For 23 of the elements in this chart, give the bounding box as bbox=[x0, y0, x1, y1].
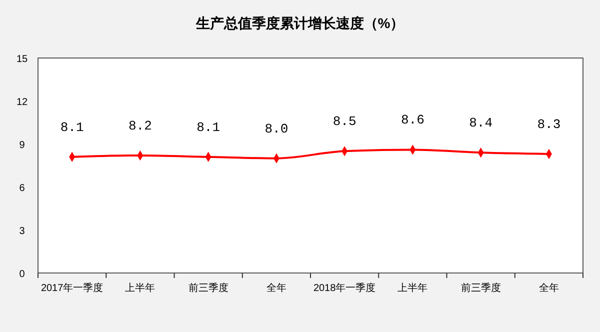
data-label: 8.5 bbox=[332, 114, 356, 130]
data-label: 8.6 bbox=[400, 112, 424, 128]
x-tick-label: 上半年 bbox=[398, 282, 428, 294]
chart-title: 生产总值季度累计增长速度（%） bbox=[194, 15, 404, 31]
data-label: 8.4 bbox=[469, 116, 493, 131]
data-label: 8.0 bbox=[264, 121, 288, 136]
data-label: 8.3 bbox=[537, 117, 561, 132]
y-tick-label: 12 bbox=[16, 97, 28, 108]
data-label: 8.1 bbox=[60, 120, 84, 135]
x-tick-label: 全年 bbox=[538, 282, 559, 294]
x-tick-label: 前三季度 bbox=[188, 282, 228, 294]
y-tick-label: 15 bbox=[16, 54, 28, 65]
y-tick-label: 3 bbox=[19, 226, 26, 237]
x-tick-label: 2017年一季度 bbox=[40, 282, 104, 294]
y-tick-label: 0 bbox=[19, 269, 26, 280]
y-tick-label: 9 bbox=[19, 140, 26, 151]
y-tick-label: 6 bbox=[19, 183, 26, 194]
data-label: 8.2 bbox=[128, 118, 152, 134]
x-tick-label: 前三季度 bbox=[460, 282, 501, 294]
data-label: 8.1 bbox=[196, 120, 220, 135]
x-tick-label: 全年 bbox=[266, 282, 286, 294]
x-tick-label: 上半年 bbox=[125, 282, 156, 294]
x-tick-label: 2018年一季度 bbox=[313, 282, 376, 294]
